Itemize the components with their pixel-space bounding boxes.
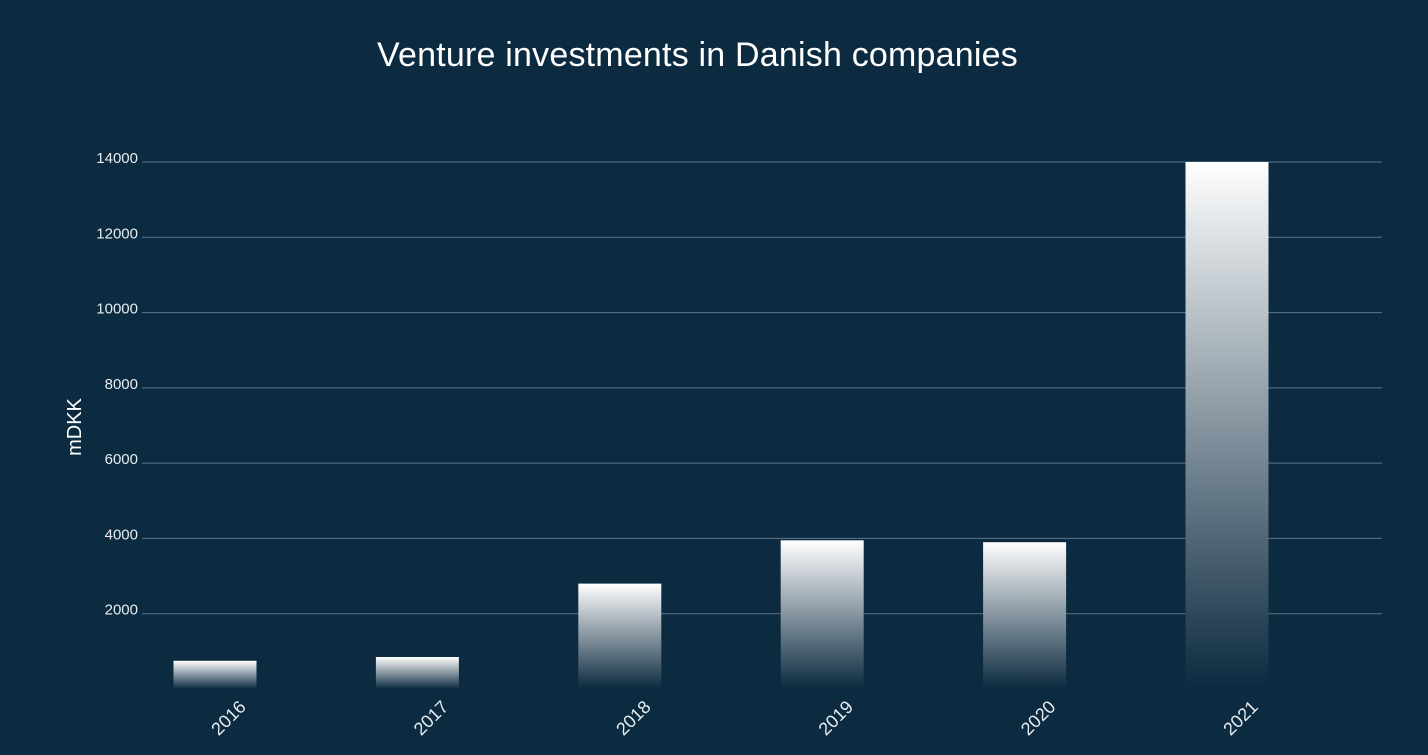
y-tick-label: 2000: [105, 602, 138, 619]
x-tick-label: 2017: [410, 697, 452, 739]
y-tick-label: 6000: [105, 451, 138, 468]
bar-2020: [983, 542, 1067, 689]
y-axis-title: mDKK: [64, 397, 86, 455]
x-tick-label: 2016: [207, 697, 249, 739]
x-tick-label: 2020: [1017, 697, 1059, 739]
chart-title: Venture investments in Danish companies: [377, 36, 1018, 74]
bar-2019: [780, 540, 864, 689]
x-tick-label: 2021: [1219, 697, 1261, 739]
x-axis-ticks: 2016 2017 2018 2019 2020 2021: [207, 697, 1261, 739]
y-axis-ticks: 2000 4000 6000 8000 10000 12000 14000: [96, 150, 138, 619]
x-tick-label: 2019: [815, 697, 857, 739]
y-tick-label: 8000: [105, 376, 138, 393]
bar-2017: [375, 657, 459, 689]
bars: [173, 162, 1269, 689]
bar-2021: [1185, 162, 1269, 689]
y-tick-label: 4000: [105, 526, 138, 543]
grid-lines: [142, 161, 1382, 615]
y-tick-label: 10000: [96, 301, 138, 318]
bar-2018: [578, 583, 662, 689]
y-tick-label: 14000: [96, 150, 138, 167]
y-tick-label: 12000: [96, 225, 138, 242]
x-tick-label: 2018: [612, 697, 654, 739]
bar-2016: [173, 660, 257, 689]
